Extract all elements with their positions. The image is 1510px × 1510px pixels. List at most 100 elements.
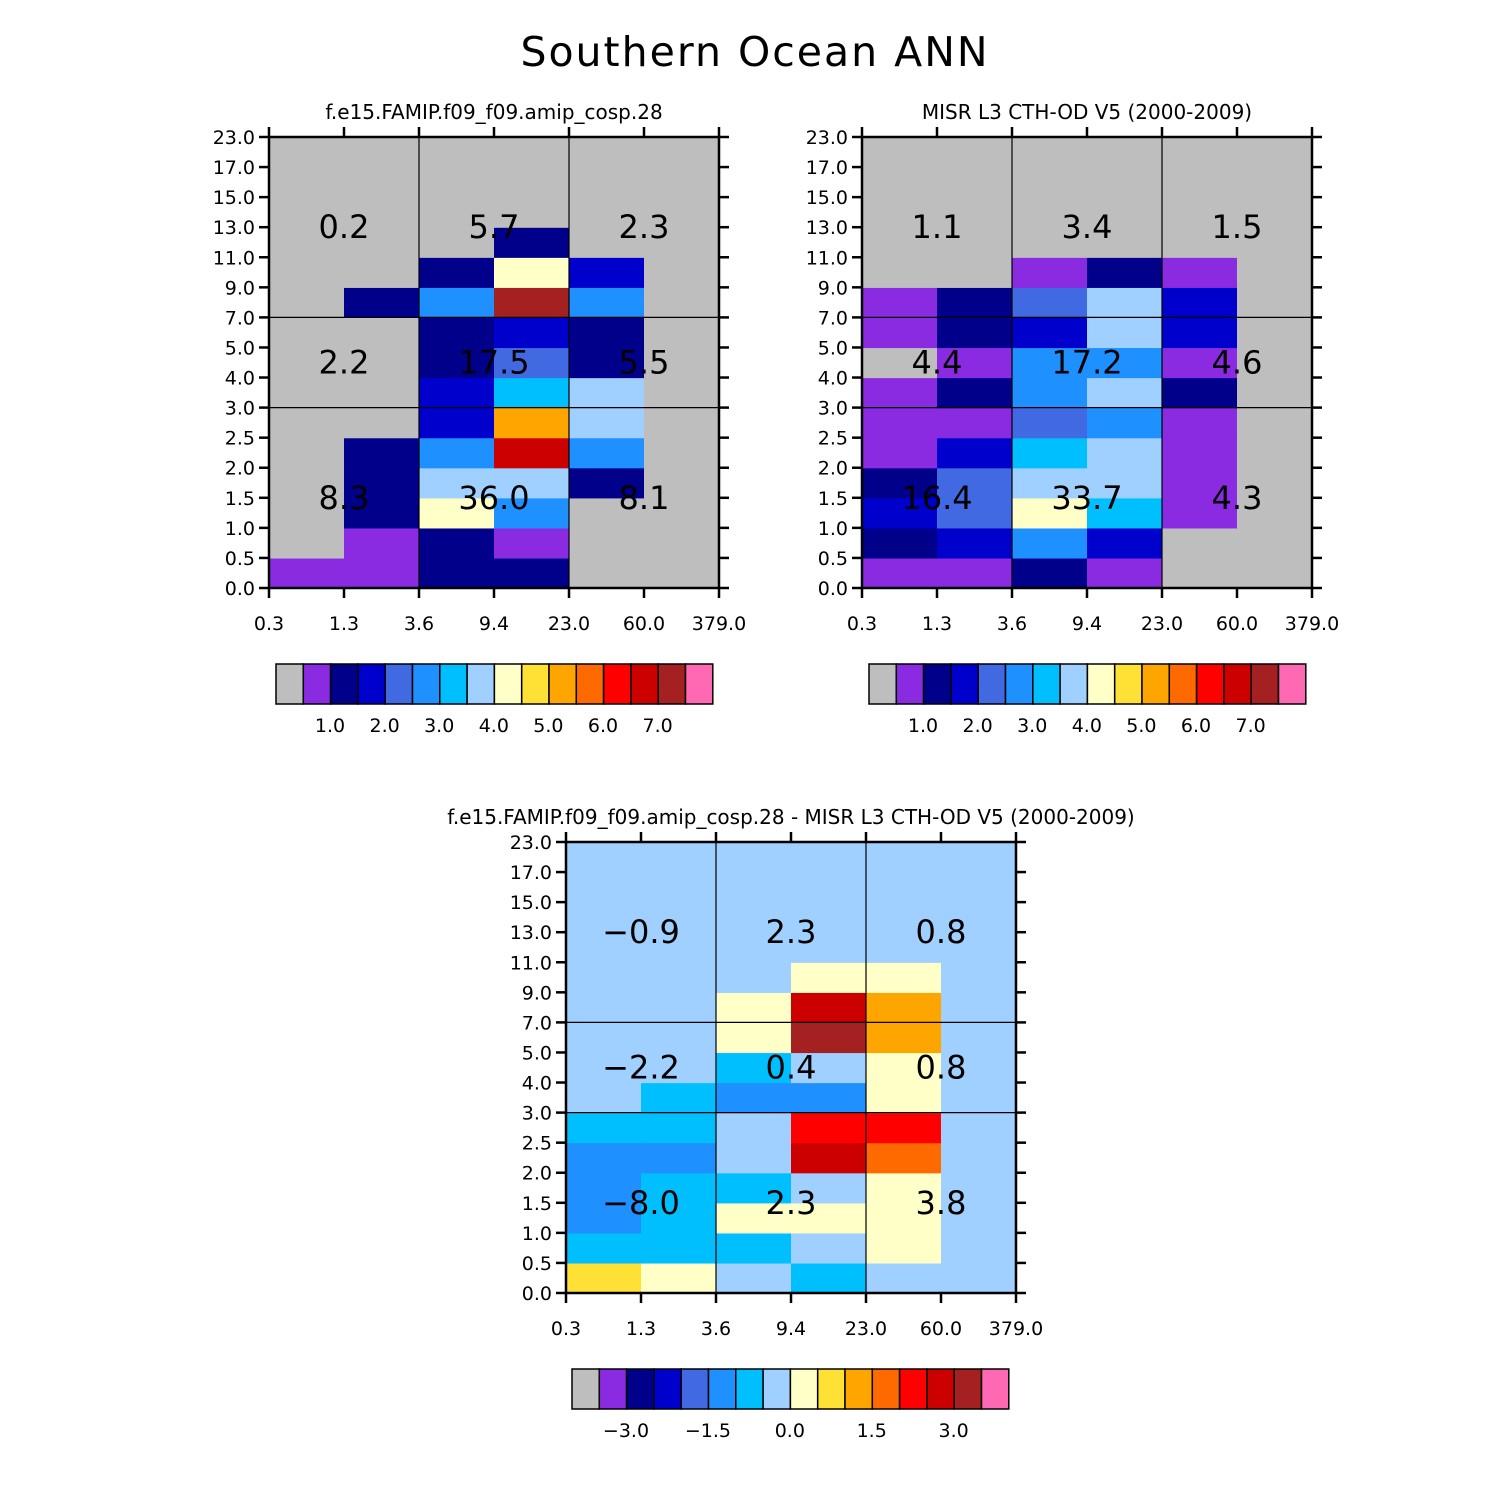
- heatmap-cell: [716, 1022, 792, 1054]
- heatmap-cell: [1237, 497, 1313, 529]
- panel-title: f.e15.FAMIP.f09_f09.amip_cosp.28: [325, 100, 662, 124]
- y-tick-label: 11.0: [806, 247, 848, 269]
- colorbar-swatch: [1250, 663, 1280, 705]
- heatmap-cell: [644, 437, 720, 469]
- heatmap-cell: [494, 137, 570, 168]
- box-total-label: 4.4: [912, 344, 963, 382]
- colorbar-swatch: [520, 663, 550, 705]
- heatmap-cell: [1012, 407, 1088, 439]
- colorbar-swatch: [1168, 663, 1198, 705]
- box-total-label: 3.8: [916, 1184, 967, 1222]
- colorbar-label: −3.0: [603, 1420, 649, 1442]
- heatmap-cell: [866, 1262, 942, 1294]
- colorbar-swatch: [789, 1368, 819, 1410]
- colorbar-label: 0.0: [775, 1420, 805, 1442]
- heatmap-cell: [1237, 467, 1313, 499]
- x-tick-label: 23.0: [845, 1318, 887, 1340]
- heatmap-cell: [569, 227, 645, 258]
- heatmap-cell: [494, 497, 570, 529]
- heatmap-cell: [866, 992, 942, 1023]
- colorbar-label: 1.5: [857, 1420, 887, 1442]
- heatmap-cell: [641, 1232, 717, 1264]
- box-total-label: −2.2: [602, 1049, 680, 1087]
- heatmap-cell: [644, 197, 720, 228]
- heatmap-cell: [716, 962, 792, 993]
- colorbar-swatch: [868, 663, 898, 705]
- heatmap-cell: [644, 227, 720, 258]
- heatmap-cell: [344, 467, 420, 499]
- heatmap-cell: [569, 527, 645, 559]
- heatmap-cell: [937, 527, 1013, 559]
- colorbar-swatch: [653, 1368, 682, 1410]
- heatmap-cell: [941, 1232, 1017, 1264]
- heatmap-cell: [269, 347, 345, 379]
- heatmap-cell: [269, 407, 345, 439]
- heatmap-cell: [937, 557, 1013, 589]
- heatmap-cell: [941, 932, 1017, 963]
- heatmap-cell: [419, 167, 495, 198]
- heatmap-cell: [1162, 197, 1238, 228]
- box-total-label: 4.3: [1212, 479, 1263, 517]
- heatmap-cell: [941, 1082, 1017, 1114]
- heatmap-cell: [566, 992, 642, 1023]
- heatmap-cell: [1087, 197, 1163, 228]
- heatmap-cell: [641, 1052, 717, 1084]
- heatmap-cell: [1087, 317, 1163, 349]
- x-tick-label: 0.3: [551, 1318, 581, 1340]
- heatmap-cell: [1237, 557, 1313, 589]
- y-tick-label: 1.0: [225, 518, 255, 540]
- heatmap-cell: [937, 167, 1013, 198]
- heatmap-cell: [1087, 377, 1163, 409]
- heatmap-cell: [937, 497, 1013, 529]
- heatmap-cell: [937, 137, 1013, 168]
- colorbar-swatch: [575, 663, 605, 705]
- heatmap-cell: [566, 962, 642, 993]
- heatmap-cell: [569, 287, 645, 318]
- heatmap-cell: [1087, 527, 1163, 559]
- heatmap-cell: [644, 497, 720, 529]
- heatmap-cell: [419, 137, 495, 168]
- heatmap-cell: [716, 902, 792, 933]
- y-tick-label: 7.0: [522, 1012, 552, 1034]
- heatmap-cell: [1162, 557, 1238, 589]
- colorbar-swatch: [950, 663, 979, 705]
- box-total-label: 16.4: [901, 479, 972, 517]
- heatmap-cell: [269, 557, 345, 589]
- heatmap-cell: [569, 497, 645, 529]
- heatmap-cell: [937, 467, 1013, 499]
- heatmap-cell: [1162, 377, 1238, 409]
- y-tick-label: 5.0: [225, 337, 255, 359]
- heatmap-cell: [862, 407, 938, 439]
- y-tick-label: 2.0: [225, 458, 255, 480]
- box-total-label: 2.3: [766, 1184, 817, 1222]
- colorbar-swatch: [980, 1368, 1010, 1410]
- box-total-label: 8.3: [319, 479, 370, 517]
- colorbar-label: 2.0: [369, 715, 399, 737]
- heatmap-cell: [1237, 227, 1313, 258]
- heatmap-cell: [641, 932, 717, 963]
- colorbar-swatch: [735, 1368, 764, 1410]
- heatmap-cell: [862, 557, 938, 589]
- y-tick-label: 13.0: [806, 217, 848, 239]
- heatmap-cell: [716, 1232, 792, 1264]
- box-total-label: 0.4: [766, 1049, 817, 1087]
- box-total-label: 36.0: [458, 479, 529, 517]
- heatmap-cell: [494, 527, 570, 559]
- heatmap-cell: [1162, 437, 1238, 469]
- y-tick-label: 1.5: [225, 488, 255, 510]
- heatmap-cell: [269, 287, 345, 318]
- heatmap-cell: [641, 842, 717, 873]
- heatmap-cell: [644, 137, 720, 168]
- heatmap-cell: [1012, 167, 1088, 198]
- box-total-label: −8.0: [602, 1184, 680, 1222]
- panel-difference: f.e15.FAMIP.f09_f09.amip_cosp.28 - MISR …: [447, 805, 1134, 1442]
- heatmap-cell: [1012, 257, 1088, 288]
- y-tick-label: 0.0: [225, 578, 255, 600]
- y-tick-label: 15.0: [213, 187, 255, 209]
- heatmap-cell: [1162, 257, 1238, 288]
- heatmap-cell: [1012, 377, 1088, 409]
- heatmap-cell: [862, 197, 938, 228]
- y-tick-label: 15.0: [510, 892, 552, 914]
- colorbar-swatch: [411, 663, 441, 705]
- heatmap-cell: [1237, 167, 1313, 198]
